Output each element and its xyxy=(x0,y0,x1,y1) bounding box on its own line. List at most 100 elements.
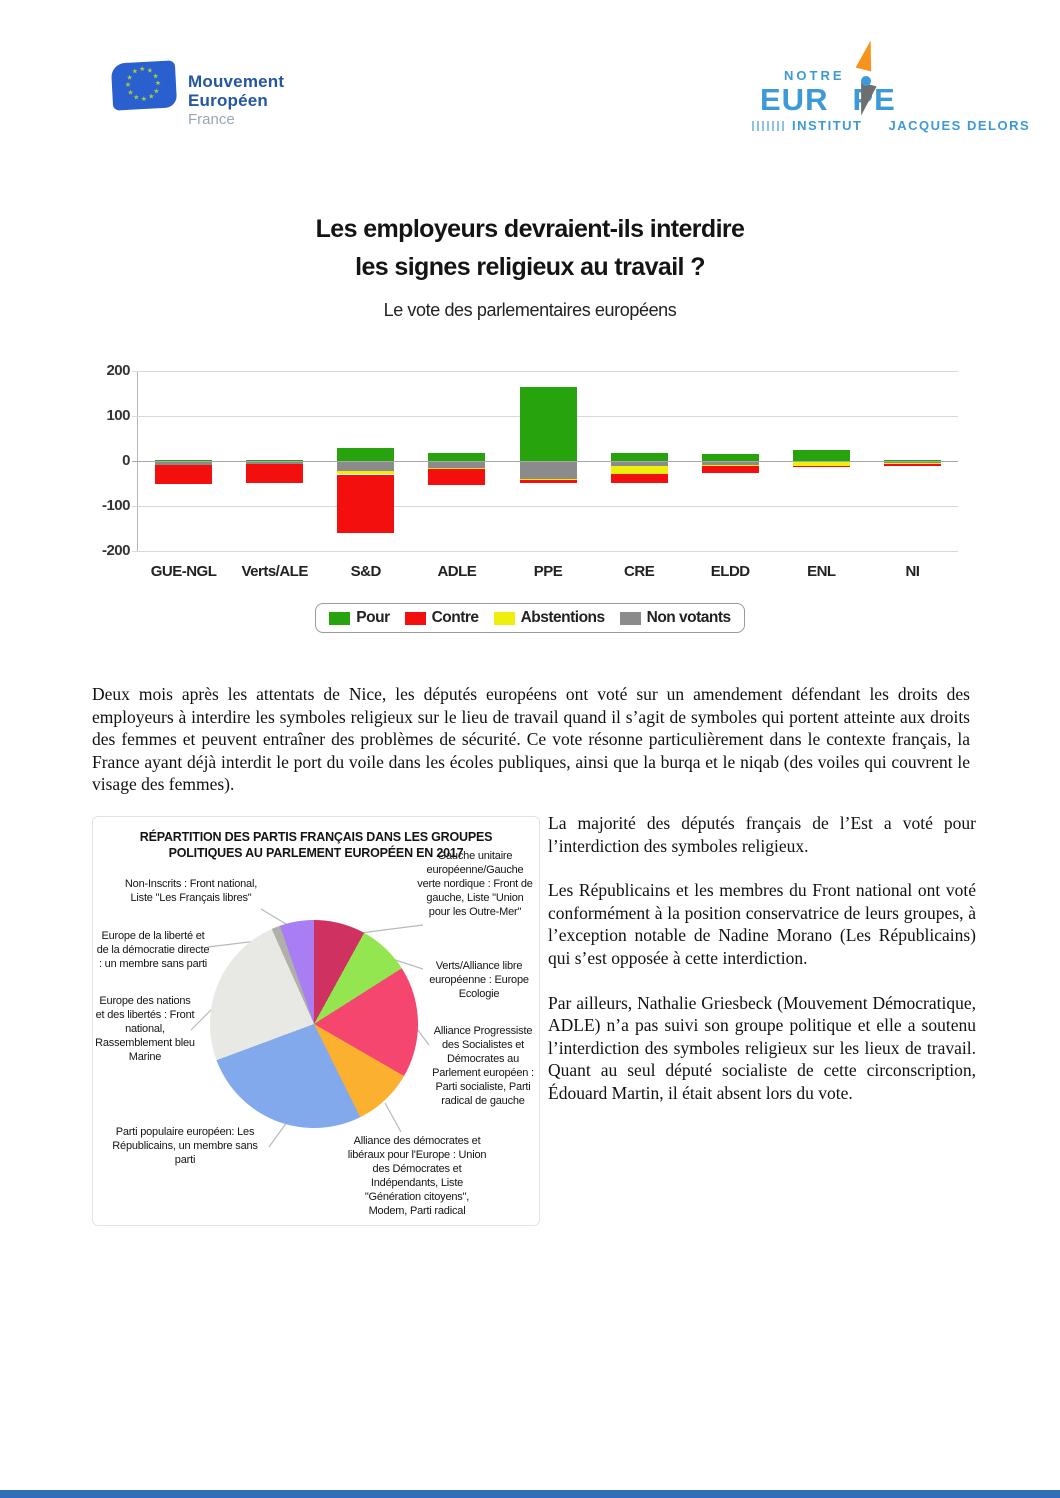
eu-star-icon: ★ xyxy=(138,65,146,74)
legend-label: Pour xyxy=(356,609,390,626)
pie-slice-label-1: Verts/Alliance libre européenne : Europe… xyxy=(429,960,529,1000)
bar-abstentions-ELDD xyxy=(701,464,759,466)
bar-abstentions-NI xyxy=(883,463,941,465)
legend-swatch xyxy=(329,611,351,625)
tick-marks-icon xyxy=(752,120,786,131)
bar-contre-PPE xyxy=(519,480,577,484)
eu-star-icon: ★ xyxy=(131,68,139,76)
gridline-0 xyxy=(132,461,958,462)
y-axis-label: -200 xyxy=(101,542,131,559)
page-subtitle: Le vote des parlementaires européens xyxy=(383,300,677,320)
pie-chart-panel: RÉPARTITION DES PARTIS FRANÇAIS DANS LES… xyxy=(92,816,540,1226)
x-axis-label-Verts/ALE: Verts/ALE xyxy=(241,563,308,580)
analysis-paragraph-1: La majorité des députés français de l’Es… xyxy=(548,813,976,856)
gridline--200 xyxy=(132,551,958,552)
logo-text-france: France xyxy=(188,111,235,128)
legend-swatch xyxy=(619,611,641,625)
bar-pour-CRE xyxy=(610,452,668,461)
bar-contre-Verts/ALE xyxy=(246,463,304,484)
chart-legend: Pour Contre Abstentions Non votants xyxy=(0,603,1060,633)
analysis-paragraph-3: Par ailleurs, Nathalie Griesbeck (Mouvem… xyxy=(548,992,976,1103)
bar-non-votants-Verts/ALE xyxy=(246,461,304,464)
pie-slice-label-0: Gauche unitaire européenne/Gauche verte … xyxy=(417,850,533,918)
eu-star-icon: ★ xyxy=(147,93,155,101)
y-axis-label: -100 xyxy=(101,497,131,514)
eu-star-icon: ★ xyxy=(152,72,159,81)
bar-non-votants-NI xyxy=(883,461,941,464)
analysis-paragraph-2: Les Républicains et les membres du Front… xyxy=(548,880,976,968)
legend-item-non-votants: Non votants xyxy=(619,609,732,627)
bar-contre-S&D xyxy=(337,474,395,533)
gridline-200 xyxy=(132,371,958,372)
mouvement-europeen-logo: ★ ★ ★ ★ ★ ★ ★ ★ ★ ★ ★ ★ Mouvement Européen France xyxy=(110,60,285,129)
bar-pour-PPE xyxy=(519,386,577,461)
eu-star-icon: ★ xyxy=(127,89,134,97)
bar-non-votants-ADLE xyxy=(428,461,486,468)
logo-text-mouvement: Mouvement xyxy=(188,72,285,91)
x-axis-label-NI: NI xyxy=(905,563,920,580)
bar-contre-ADLE xyxy=(428,469,486,485)
x-axis-label-S&D: S&D xyxy=(350,563,382,580)
x-axis-label-CRE: CRE xyxy=(624,563,655,580)
logo-text-notre: NOTRE xyxy=(784,68,845,83)
eu-star-icon: ★ xyxy=(154,80,162,88)
vote-bar-chart: 200 100 0 -100 -200 GUE-NGL Verts/ALE S&D ADLE PP… xyxy=(95,362,963,580)
legend-label: Contre xyxy=(431,609,479,626)
y-axis-label: 0 xyxy=(122,452,130,469)
bar-contre-CRE xyxy=(610,473,668,483)
bar-abstentions-PPE xyxy=(519,479,577,481)
x-axis-label-PPE: PPE xyxy=(533,563,563,580)
pie-slice-label-3: Alliance des démocrates et libéraux pour… xyxy=(347,1135,487,1217)
bar-abstentions-CRE xyxy=(610,465,668,474)
bar-pour-S&D xyxy=(337,448,395,461)
y-axis-label: 200 xyxy=(106,362,130,379)
legend-item-contre: Contre xyxy=(404,609,479,627)
gridline--100 xyxy=(132,506,958,507)
logo-text-europe: EUR PE xyxy=(760,82,896,117)
logo-text-europeen: Européen xyxy=(188,91,269,110)
bar-contre-ELDD xyxy=(701,465,759,474)
pie-chart xyxy=(210,920,418,1128)
pie-slice-label-6: Europe de la liberté et de la démocratie… xyxy=(96,930,210,970)
bar-pour-ADLE xyxy=(428,453,486,461)
pie-slice-label-4: Parti populaire européen: Les Républicai… xyxy=(112,1126,258,1166)
x-axis-label-ELDD: ELDD xyxy=(710,563,750,580)
bar-pour-NI xyxy=(883,459,941,461)
x-axis-label-ADLE: ADLE xyxy=(437,563,477,580)
bar-non-votants-GUE-NGL xyxy=(155,461,213,466)
bar-contre-ENL xyxy=(792,465,850,467)
legend-item-abstentions: Abstentions xyxy=(493,609,606,627)
pie-chart-title: RÉPARTITION DES PARTIS FRANÇAIS DANS LES… xyxy=(139,830,493,860)
bar-non-votants-ELDD xyxy=(701,461,759,465)
legend-swatch xyxy=(404,611,426,625)
legend-label: Abstentions xyxy=(520,609,606,626)
logo-text-institut: INSTITUT JACQUES DELORS xyxy=(752,118,1030,133)
x-axis-label-ENL: ENL xyxy=(807,563,836,580)
pie-slice-label-5: Europe des nations et des libertés : Fro… xyxy=(95,995,195,1063)
page-title: Les employeurs devraient-ils interdire l… xyxy=(315,215,745,281)
eu-star-icon: ★ xyxy=(124,81,132,89)
legend-item-pour: Pour xyxy=(329,609,390,627)
footer-accent-bar xyxy=(0,1490,1060,1498)
legend-label: Non votants xyxy=(646,609,732,626)
compass-needle-icon xyxy=(853,38,879,120)
notre-europe-logo: NOTRE EUR PE INSTITUT JACQUES DELORS xyxy=(752,38,1029,146)
bar-non-votants-CRE xyxy=(610,461,668,466)
pie-slice-label-2: Alliance Progressiste des Socialistes et… xyxy=(432,1025,534,1107)
eu-star-icon: ★ xyxy=(132,94,140,102)
pie-slice-label-7: Non-Inscrits : Front national, Liste "Le… xyxy=(124,878,258,904)
x-axis-label-GUE-NGL: GUE-NGL xyxy=(150,563,217,580)
bar-abstentions-ADLE xyxy=(428,467,486,470)
bar-non-votants-S&D xyxy=(337,461,395,471)
bar-contre-NI xyxy=(883,464,941,466)
bar-contre-GUE-NGL xyxy=(155,465,213,485)
eu-flag-icon: ★ ★ ★ ★ ★ ★ ★ ★ ★ ★ ★ ★ xyxy=(110,60,178,111)
legend-swatch xyxy=(493,611,515,625)
bar-pour-ELDD xyxy=(701,454,759,461)
intro-paragraph: Deux mois après les attentats de Nice, l… xyxy=(92,684,970,795)
bar-pour-Verts/ALE xyxy=(246,459,304,461)
analysis-text-column: La majorité des députés français de l’Es… xyxy=(548,812,976,1127)
bar-abstentions-S&D xyxy=(337,470,395,475)
bar-chart-plot-area: 200 100 0 -100 -200 GUE-NGL Verts/ALE S&D ADLE PP… xyxy=(102,362,958,580)
